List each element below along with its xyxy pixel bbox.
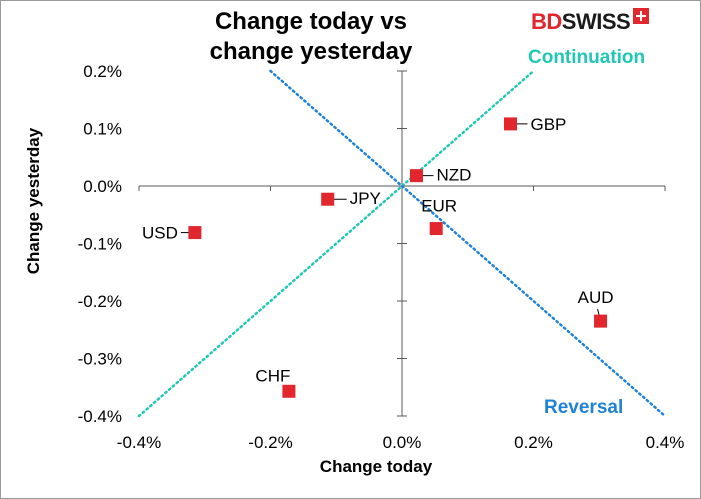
- point-gbp: [503, 117, 517, 131]
- point-label-usd: USD: [142, 224, 178, 243]
- logo-text-swiss: SWISS: [561, 9, 631, 34]
- x-tick-label: -0.2%: [248, 433, 292, 452]
- y-tick-label: 0.0%: [83, 177, 122, 196]
- x-tick-label: 0.4%: [646, 433, 685, 452]
- bdswiss-logo: BD SWISS: [531, 8, 650, 35]
- point-label-eur: EUR: [421, 197, 457, 216]
- chart-title: Change today vs change yesterday: [191, 7, 431, 67]
- continuation-label: Continuation: [528, 47, 645, 68]
- swiss-cross-icon: [633, 8, 650, 24]
- reference-line-reversal: [269, 69, 667, 418]
- reversal-label: Reversal: [544, 397, 623, 418]
- point-usd: [188, 226, 202, 240]
- reference-line-continuation: [137, 69, 535, 418]
- x-tick-label: 0.0%: [383, 433, 422, 452]
- x-tick-label: -0.4%: [117, 433, 161, 452]
- x-axis-label: Change today: [319, 457, 433, 476]
- y-tick-label: -0.3%: [78, 350, 122, 369]
- point-label-aud: AUD: [578, 288, 614, 307]
- point-nzd: [409, 169, 423, 183]
- data-points: GBP NZD JPY EUR USD AUD CHF: [142, 115, 614, 398]
- chart-title-line-1: Change today vs: [214, 8, 408, 35]
- point-chf: [282, 384, 296, 398]
- y-tick-label: -0.4%: [78, 407, 122, 426]
- point-label-gbp: GBP: [530, 115, 566, 134]
- point-label-jpy: JPY: [350, 189, 381, 208]
- y-tick-label: -0.1%: [78, 235, 122, 254]
- logo-text-bd: BD: [531, 9, 562, 34]
- axes: -0.4% -0.2% 0.0% 0.2% 0.4% 0.2% 0.1% 0.0% -0.1% -…: [78, 62, 685, 452]
- y-tick-label: 0.2%: [83, 62, 122, 81]
- point-jpy: [321, 192, 335, 206]
- chart-title-line-2: change yesterday: [209, 38, 413, 65]
- reference-lines: Continuation Reversal: [137, 47, 667, 418]
- point-label-chf: CHF: [255, 366, 290, 385]
- point-label-nzd: NZD: [436, 166, 471, 185]
- y-tick-label: -0.2%: [78, 292, 122, 311]
- point-eur: [429, 222, 443, 236]
- y-tick-label: 0.1%: [83, 120, 122, 139]
- point-aud: [594, 314, 608, 328]
- x-tick-label: 0.2%: [514, 433, 553, 452]
